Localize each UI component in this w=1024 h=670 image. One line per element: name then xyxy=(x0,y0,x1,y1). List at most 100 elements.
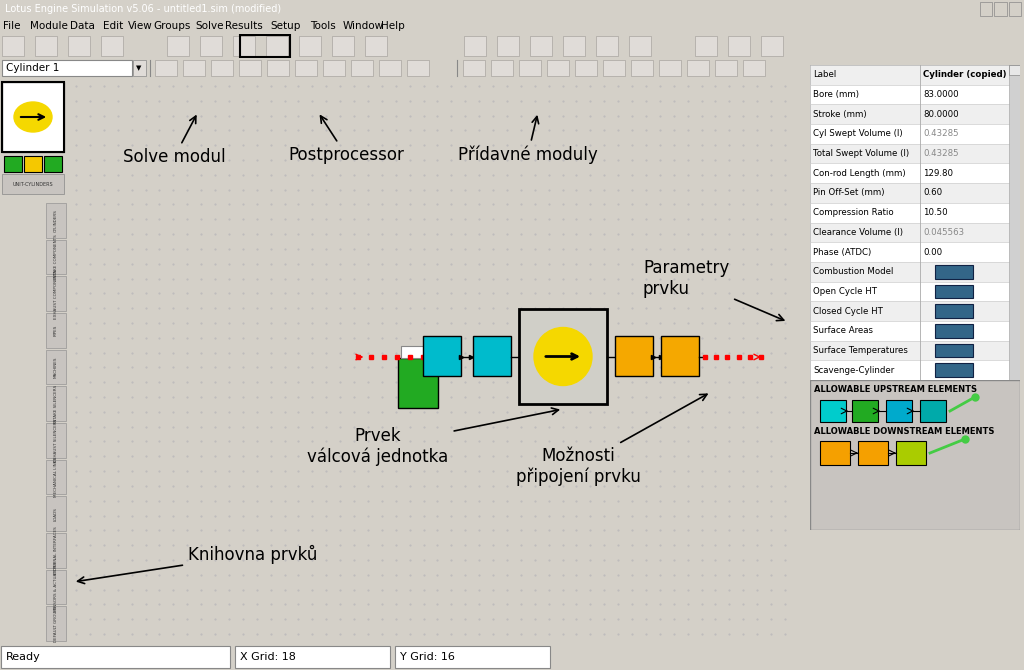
Text: Phase (ATDC): Phase (ATDC) xyxy=(813,247,871,257)
Bar xyxy=(35,36,57,56)
Bar xyxy=(810,183,1019,203)
Text: 0.43285: 0.43285 xyxy=(923,129,958,139)
Text: Help: Help xyxy=(381,21,404,31)
Text: Tools: Tools xyxy=(310,21,336,31)
Text: Prvek
válcová jednotka: Prvek válcová jednotka xyxy=(307,408,558,466)
Bar xyxy=(858,441,888,465)
Bar xyxy=(473,336,511,376)
Text: Compression Ratio: Compression Ratio xyxy=(813,208,894,217)
Text: Total Swept Volume (l): Total Swept Volume (l) xyxy=(813,149,909,158)
Bar xyxy=(980,2,992,16)
Bar xyxy=(167,36,189,56)
Bar xyxy=(44,156,62,172)
Bar xyxy=(820,441,850,465)
Text: Knihovna prvků: Knihovna prvků xyxy=(78,545,317,584)
Text: Surface Areas: Surface Areas xyxy=(813,326,873,335)
Bar xyxy=(820,400,846,422)
Bar xyxy=(295,60,317,76)
Text: UNIT-CYLINDERS: UNIT-CYLINDERS xyxy=(12,182,53,186)
Text: Window: Window xyxy=(343,21,384,31)
Bar xyxy=(240,35,290,57)
Text: 129.80: 129.80 xyxy=(923,169,953,178)
Text: Module: Module xyxy=(30,21,68,31)
Bar xyxy=(596,36,618,56)
Text: Surface Temperatures: Surface Temperatures xyxy=(813,346,908,355)
Bar xyxy=(810,321,1019,340)
Text: View: View xyxy=(128,21,153,31)
Bar xyxy=(662,336,699,376)
Bar xyxy=(497,36,519,56)
Bar xyxy=(810,163,1019,183)
Text: Edit: Edit xyxy=(103,21,123,31)
Text: File: File xyxy=(3,21,20,31)
Text: PIPES: PIPES xyxy=(54,325,58,336)
Text: Solve modul: Solve modul xyxy=(123,116,225,166)
Bar xyxy=(133,60,146,76)
Text: Cylinder 1: Cylinder 1 xyxy=(6,63,59,73)
Text: ALLOWABLE DOWNSTREAM ELEMENTS: ALLOWABLE DOWNSTREAM ELEMENTS xyxy=(814,427,994,436)
Text: Postprocessor: Postprocessor xyxy=(288,116,403,164)
Text: Data: Data xyxy=(70,21,95,31)
Ellipse shape xyxy=(534,328,592,385)
Bar xyxy=(46,203,66,238)
Bar xyxy=(398,358,438,408)
Text: Parametry
prvku: Parametry prvku xyxy=(643,259,783,321)
Bar xyxy=(1009,65,1020,75)
Bar xyxy=(615,336,653,376)
Text: EXHAUST COMPONENTS: EXHAUST COMPONENTS xyxy=(54,269,58,319)
Bar xyxy=(46,570,66,604)
Bar xyxy=(233,36,255,56)
Bar xyxy=(46,496,66,531)
Bar xyxy=(239,60,261,76)
Bar xyxy=(715,60,737,76)
Text: 10.50: 10.50 xyxy=(923,208,947,217)
Bar xyxy=(743,60,765,76)
Text: Bore (mm): Bore (mm) xyxy=(813,90,859,99)
Text: Label: Label xyxy=(813,70,837,79)
Bar xyxy=(575,60,597,76)
Bar xyxy=(464,36,486,56)
Bar xyxy=(463,60,485,76)
Bar xyxy=(810,124,1019,144)
Bar xyxy=(935,324,973,338)
Bar xyxy=(896,441,926,465)
Text: 0.045563: 0.045563 xyxy=(923,228,965,237)
Bar xyxy=(24,156,42,172)
Text: Stroke (mm): Stroke (mm) xyxy=(813,110,866,119)
Text: 0.60: 0.60 xyxy=(923,188,942,198)
Bar xyxy=(200,36,222,56)
Text: Pin Off-Set (mm): Pin Off-Set (mm) xyxy=(813,188,885,198)
Text: Ready: Ready xyxy=(6,652,41,662)
Text: INTAKE SILENCERS: INTAKE SILENCERS xyxy=(54,385,58,423)
Bar xyxy=(920,400,946,422)
Bar xyxy=(2,60,132,76)
Bar xyxy=(395,646,550,668)
Text: Combustion Model: Combustion Model xyxy=(813,267,893,276)
Bar xyxy=(46,276,66,311)
Bar xyxy=(4,156,22,172)
Bar xyxy=(46,350,66,385)
Bar xyxy=(659,60,681,76)
Text: 80.0000: 80.0000 xyxy=(923,110,958,119)
Bar xyxy=(2,36,24,56)
Bar xyxy=(935,265,973,279)
Text: Closed Cycle HT: Closed Cycle HT xyxy=(813,307,883,316)
Bar xyxy=(563,36,585,56)
Bar xyxy=(46,606,66,641)
Text: Clearance Volume (l): Clearance Volume (l) xyxy=(813,228,903,237)
Bar xyxy=(323,60,345,76)
Bar xyxy=(728,36,750,56)
Bar xyxy=(1009,65,1020,380)
Bar xyxy=(46,387,66,421)
Text: Setup: Setup xyxy=(270,21,300,31)
Bar xyxy=(490,60,513,76)
Bar xyxy=(695,36,717,56)
Bar xyxy=(886,400,912,422)
Bar xyxy=(761,36,783,56)
Text: Results: Results xyxy=(225,21,263,31)
Bar xyxy=(407,60,429,76)
Text: 0.00: 0.00 xyxy=(923,247,942,257)
Bar xyxy=(530,36,552,56)
Bar xyxy=(423,336,461,376)
Bar xyxy=(810,302,1019,321)
